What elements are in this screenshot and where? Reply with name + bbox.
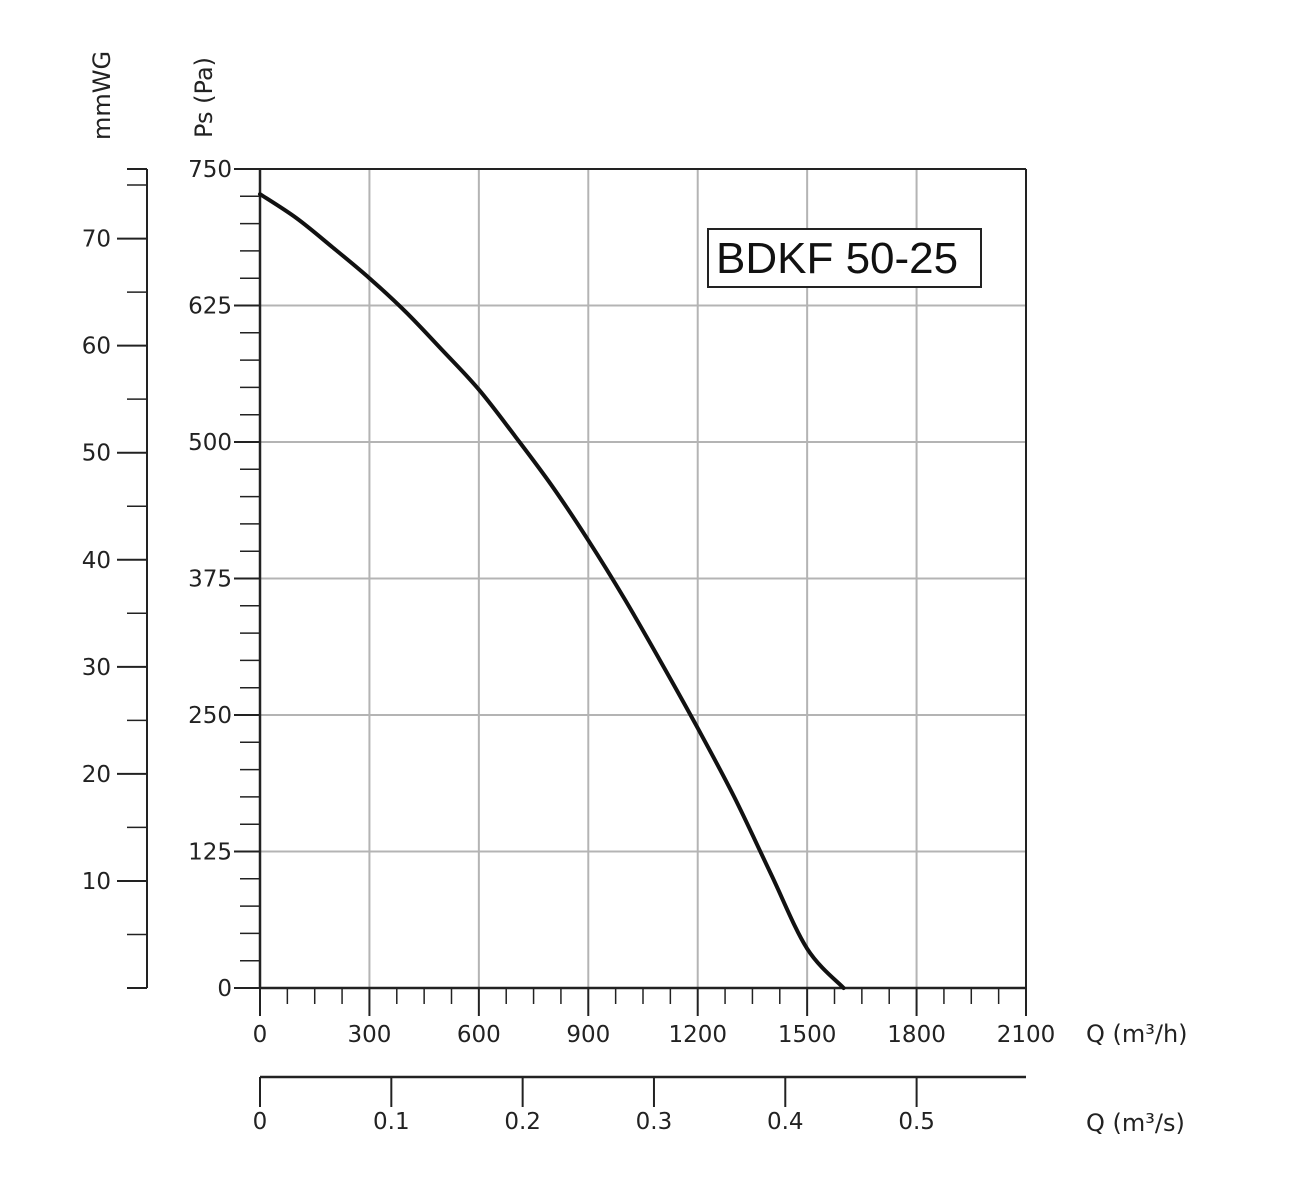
grid-lines: [260, 169, 1026, 988]
y2-tick-label: 50: [82, 441, 111, 467]
y2-tick-label: 60: [82, 334, 111, 360]
y2-tick-label: 20: [82, 762, 111, 788]
x-tick-label: 300: [347, 1022, 391, 1048]
y2-tick-label: 70: [82, 227, 111, 253]
y2-tick-label: 40: [82, 548, 111, 574]
x-axis-m3s: 0 0.1 0.2 0.3 0.4 0.5: [253, 1075, 1026, 1135]
y-axis-title-pa: Ps (Pa): [190, 57, 218, 138]
y-tick-label: 500: [188, 430, 232, 456]
x-axis-title-m3s: Q (m³/s): [1086, 1109, 1185, 1137]
x-tick-label: 1500: [778, 1022, 837, 1048]
x2-tick-label: 0.1: [373, 1109, 410, 1135]
x-axis-m3h: 0 300 600 900 1200 1500 1800 2100: [253, 988, 1056, 1048]
y-tick-label: 375: [188, 567, 232, 593]
x-tick-label: 2100: [997, 1022, 1056, 1048]
y-tick-label: 625: [188, 294, 232, 320]
model-label-box: BDKF 50-25: [707, 228, 982, 288]
x-tick-label: 600: [457, 1022, 501, 1048]
y-tick-label: 250: [188, 703, 232, 729]
x-axis-title-m3h: Q (m³/h): [1086, 1020, 1188, 1048]
y-tick-label: 750: [188, 157, 232, 183]
performance-curve: [258, 192, 846, 990]
x-tick-label: 0: [253, 1022, 268, 1048]
y-axis-title-mmwg: mmWG: [88, 51, 116, 140]
x2-tick-label: 0.5: [898, 1109, 935, 1135]
y-tick-label: 125: [188, 840, 232, 866]
x2-tick-label: 0.4: [767, 1109, 804, 1135]
chart-title: BDKF 50-25: [716, 234, 958, 283]
y-axis-pa: 0 125 250 375 500 625 750: [188, 157, 260, 1002]
x2-tick-label: 0: [253, 1109, 268, 1135]
y-axis-mmwg: 10 20 30 40 50 60 70: [82, 168, 148, 989]
x2-tick-label: 0.3: [636, 1109, 673, 1135]
y2-tick-label: 30: [82, 655, 111, 681]
x2-tick-label: 0.2: [504, 1109, 541, 1135]
series-line: [258, 192, 846, 990]
x-tick-label: 1200: [668, 1022, 727, 1048]
x-tick-label: 1800: [887, 1022, 946, 1048]
x-tick-label: 900: [566, 1022, 610, 1048]
y2-tick-label: 10: [82, 869, 111, 895]
y-tick-label: 0: [217, 976, 232, 1002]
